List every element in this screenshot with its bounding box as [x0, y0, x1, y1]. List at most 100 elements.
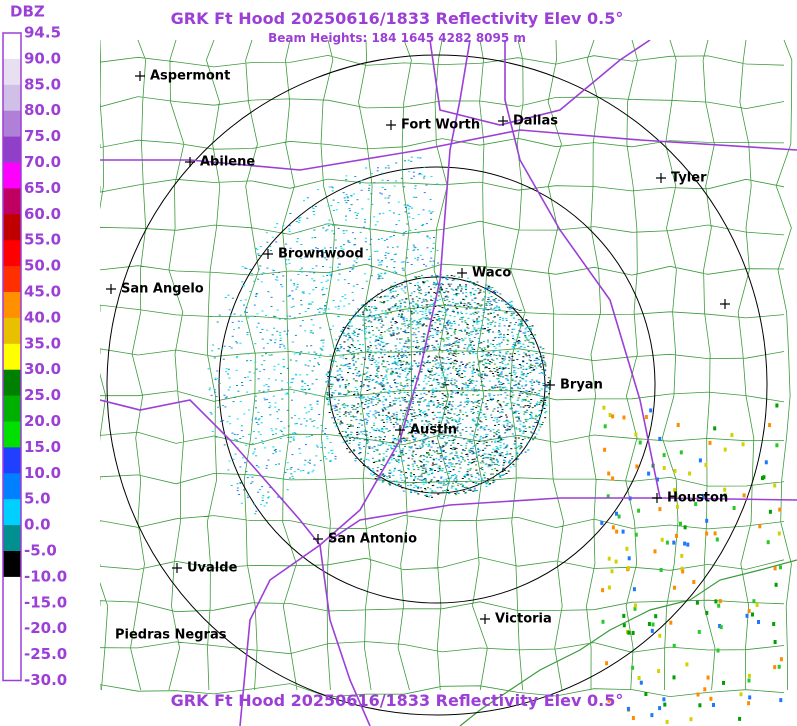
echo — [431, 496, 433, 498]
echo — [312, 208, 315, 209]
echo — [419, 349, 422, 350]
echo — [443, 432, 446, 434]
echo — [530, 415, 533, 417]
echo — [532, 425, 535, 427]
city-marker — [386, 120, 396, 130]
echo — [494, 290, 497, 291]
echo — [360, 395, 363, 397]
echo — [351, 358, 354, 360]
echo — [454, 420, 457, 422]
echo — [364, 237, 367, 239]
echo — [444, 384, 447, 386]
echo — [401, 169, 403, 171]
echo — [436, 314, 439, 315]
echo — [374, 352, 377, 354]
echo — [352, 364, 355, 366]
echo — [333, 210, 335, 211]
echo — [502, 368, 505, 370]
echo — [380, 375, 383, 377]
echo — [510, 305, 513, 307]
echo — [393, 426, 396, 428]
echo — [485, 403, 487, 405]
echo — [528, 427, 531, 429]
echo — [386, 295, 389, 297]
echo — [294, 334, 297, 336]
echo — [611, 414, 615, 419]
echo — [418, 398, 421, 400]
echo — [521, 385, 524, 387]
echo — [471, 373, 474, 374]
echo — [426, 348, 429, 350]
echo — [406, 327, 409, 329]
echo — [460, 444, 463, 446]
echo — [374, 410, 377, 412]
echo — [296, 286, 299, 288]
echo — [473, 284, 476, 286]
echo — [456, 414, 459, 416]
echo — [485, 303, 488, 305]
echo — [493, 316, 496, 318]
echo — [279, 332, 282, 334]
echo — [360, 459, 362, 460]
echo — [255, 417, 257, 419]
echo — [273, 365, 276, 367]
echo — [477, 394, 480, 396]
echo — [385, 374, 387, 376]
echo — [484, 374, 487, 376]
echo — [389, 307, 392, 309]
echo — [469, 308, 472, 310]
echo — [268, 354, 271, 356]
echo — [468, 362, 471, 364]
echo — [420, 368, 423, 370]
echo — [469, 349, 472, 351]
echo — [354, 416, 357, 418]
echo — [488, 287, 491, 289]
echo — [369, 336, 372, 338]
echo — [365, 413, 368, 415]
echo — [416, 365, 419, 367]
echo — [344, 294, 347, 296]
echo — [306, 374, 309, 376]
echo — [309, 332, 312, 334]
echo — [493, 394, 496, 396]
echo — [483, 429, 486, 431]
echo — [464, 366, 467, 368]
echo — [435, 292, 438, 294]
echo — [510, 301, 513, 303]
echo — [471, 370, 474, 372]
echo — [421, 412, 424, 414]
echo — [408, 379, 411, 381]
echo — [353, 394, 355, 396]
echo — [266, 267, 269, 269]
echo — [483, 413, 486, 415]
echo — [398, 220, 401, 222]
echo — [331, 383, 334, 385]
echo — [446, 333, 449, 335]
echo — [405, 318, 408, 320]
echo — [440, 318, 443, 320]
echo — [451, 298, 454, 300]
echo — [511, 345, 514, 347]
echo — [442, 437, 445, 439]
echo — [245, 307, 248, 309]
echo — [356, 407, 359, 409]
echo — [525, 319, 528, 321]
echo — [517, 382, 520, 384]
echo — [325, 373, 328, 375]
echo — [441, 404, 444, 406]
echo — [521, 325, 524, 327]
legend-swatch — [3, 266, 21, 293]
echo — [292, 378, 295, 380]
echo — [400, 365, 403, 367]
echo — [446, 275, 449, 277]
echo — [488, 395, 491, 397]
echo — [456, 426, 459, 428]
echo — [669, 620, 673, 625]
echo — [427, 461, 430, 463]
echo — [210, 394, 213, 396]
echo — [281, 286, 284, 288]
echo — [534, 365, 536, 367]
echo — [282, 300, 285, 302]
echo — [253, 372, 256, 374]
echo — [426, 362, 429, 363]
